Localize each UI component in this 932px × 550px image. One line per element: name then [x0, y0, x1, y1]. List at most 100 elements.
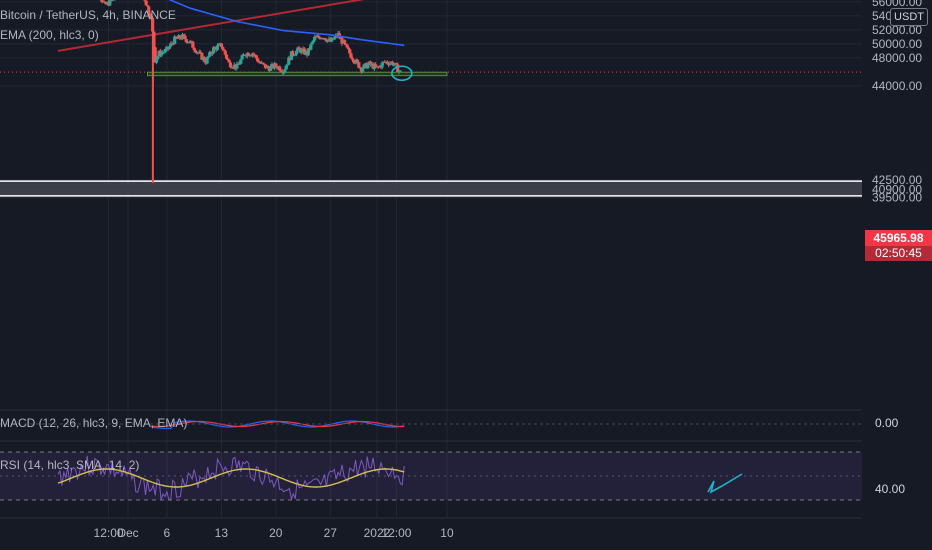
candle-body [221, 46, 225, 50]
candle-body [256, 58, 260, 62]
candle-body [145, 5, 150, 7]
candle-body [254, 55, 258, 59]
candle-body [167, 46, 172, 49]
candle-151 [284, 63, 288, 70]
candle-152 [285, 64, 290, 68]
ema-200 [168, 0, 405, 47]
macd-value: 0.00 [875, 416, 899, 430]
candle-body [262, 63, 266, 65]
candle-body [314, 36, 318, 38]
y-tick-1: 56000.00 [872, 0, 922, 9]
candle-body [205, 57, 209, 64]
candle-body [309, 44, 313, 50]
price-axis-bg [862, 0, 932, 550]
candle-55 [160, 50, 164, 58]
candle-146 [278, 65, 282, 72]
candle-body [282, 72, 286, 74]
candle-body [297, 47, 301, 49]
rising-trend-line [57, 0, 365, 52]
candle-body [278, 66, 282, 71]
rsi-value: 40.00 [875, 482, 906, 496]
candle-body [349, 53, 353, 58]
annotations [391, 65, 413, 82]
candle-body [380, 62, 384, 68]
candle-body [357, 62, 361, 68]
candle-body [153, 47, 157, 63]
candle-93 [209, 50, 213, 56]
candle-body [337, 33, 341, 38]
candle-216 [368, 60, 373, 67]
candle-198 [345, 44, 349, 48]
macd-legend[interactable]: MACD (12, 26, hlc3, 9, EMA, EMA) [0, 416, 188, 430]
x-tick-2: 6 [164, 526, 171, 540]
candle-body [182, 34, 186, 36]
candle-51 [154, 59, 159, 65]
candle-body [173, 36, 177, 45]
candle-body [346, 47, 351, 50]
candle-body [368, 61, 373, 65]
rsi-trend-annotation [707, 473, 743, 494]
candle-79 [191, 40, 195, 48]
x-tick-1: Dec [117, 526, 138, 540]
candle-body [227, 59, 231, 63]
candle-body [249, 55, 253, 57]
candle-body [350, 57, 354, 60]
ema-200-line [168, 0, 405, 47]
y-tick-4: 50000.00 [872, 37, 922, 51]
candle-body [323, 38, 327, 41]
rsi-legend[interactable]: RSI (14, hlc3, SMA, 14, 2) [0, 458, 140, 472]
symbol-title[interactable]: Bitcoin / TetherUS, 4h, BINANCE [0, 8, 176, 22]
candle-153 [287, 55, 291, 65]
candle-172 [311, 39, 316, 45]
candle-body [296, 47, 300, 51]
candle-body [274, 63, 278, 67]
candle-183 [326, 39, 330, 43]
candle-181 [323, 37, 327, 41]
y-tick-3: 52000.00 [872, 23, 922, 37]
x-tick-5: 27 [324, 526, 338, 540]
candle-body [342, 40, 347, 44]
candle-body [292, 55, 296, 57]
candle-body [192, 47, 196, 51]
candle-body [200, 52, 204, 60]
candle-149 [282, 71, 286, 76]
price-axis[interactable]: 58000.0056000.0054000.0052000.0050000.00… [862, 0, 932, 550]
last-price-tag: 45965.98 [865, 230, 932, 246]
candle-body [193, 50, 198, 53]
candle-body [329, 38, 334, 42]
x-tick-4: 20 [269, 526, 283, 540]
candle-body [398, 70, 402, 72]
candle-body [344, 43, 348, 45]
ema-legend[interactable]: EMA (200, hlc3, 0) [0, 28, 99, 42]
candle-body [326, 39, 330, 42]
candle-body [206, 56, 210, 58]
candle-170 [309, 43, 313, 51]
candle-body [210, 53, 214, 55]
candle-body [187, 42, 191, 44]
candle-body [156, 56, 160, 60]
candle-body [352, 59, 356, 63]
candle-body [374, 64, 378, 67]
candle-body [269, 66, 273, 71]
candle-body [279, 70, 283, 72]
candle-body [231, 67, 235, 69]
candle-body [361, 68, 365, 72]
candle-65 [173, 34, 177, 45]
candle-body [283, 69, 287, 73]
candle-body [287, 57, 291, 65]
candle-body [147, 6, 151, 14]
candle-body [189, 40, 194, 42]
macd-pane [0, 409, 862, 430]
candle-body [223, 50, 227, 55]
candle-body [230, 67, 234, 69]
candle-body [355, 59, 360, 63]
trend-line [57, 0, 365, 52]
candle-body [306, 48, 310, 56]
candle-body [202, 57, 207, 62]
candle-body [148, 13, 152, 19]
y-tick-6: 44000.00 [872, 79, 922, 93]
currency-badge[interactable]: USDT [890, 8, 928, 26]
candle-body [266, 66, 270, 69]
